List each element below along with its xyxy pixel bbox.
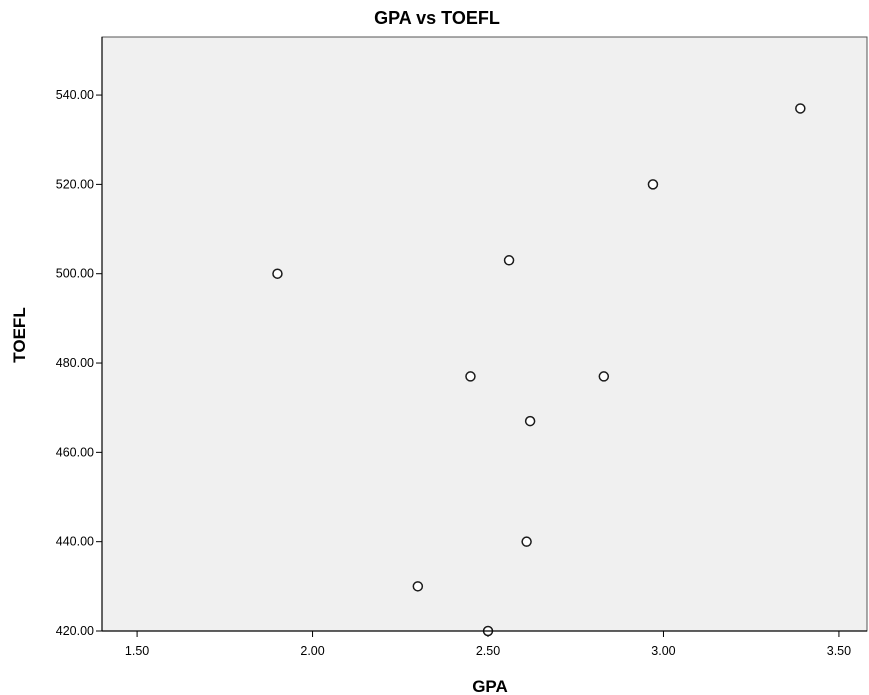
x-tick-label: 3.50 bbox=[827, 644, 851, 658]
data-point bbox=[272, 268, 283, 279]
x-tick-label: 2.00 bbox=[300, 644, 324, 658]
x-tick-label: 3.00 bbox=[651, 644, 675, 658]
data-point bbox=[521, 536, 532, 547]
y-tick-label: 500.00 bbox=[56, 267, 94, 281]
data-point bbox=[465, 371, 476, 382]
chart-title: GPA vs TOEFL bbox=[374, 8, 500, 28]
y-tick-label: 440.00 bbox=[56, 535, 94, 549]
x-tick-label: 1.50 bbox=[125, 644, 149, 658]
y-axis-label: TOEFL bbox=[10, 307, 29, 362]
data-point bbox=[647, 179, 659, 190]
y-tick-label: 420.00 bbox=[56, 624, 94, 638]
data-point bbox=[524, 415, 536, 427]
y-tick-label: 540.00 bbox=[56, 88, 94, 102]
x-axis-label: GPA bbox=[472, 677, 508, 695]
y-tick-label: 460.00 bbox=[56, 445, 94, 459]
y-tick-label: 480.00 bbox=[56, 356, 94, 370]
data-point bbox=[503, 255, 515, 266]
data-point bbox=[795, 103, 806, 114]
data-point bbox=[598, 371, 610, 382]
x-tick-label: 2.50 bbox=[476, 644, 500, 658]
y-axis: 420.00 440.00 460.00 480.00 500.00 520.00 540.… bbox=[56, 88, 102, 638]
plot-area bbox=[101, 36, 868, 632]
data-points bbox=[272, 103, 806, 637]
data-point bbox=[412, 581, 424, 592]
y-tick-label: 520.00 bbox=[56, 177, 94, 191]
